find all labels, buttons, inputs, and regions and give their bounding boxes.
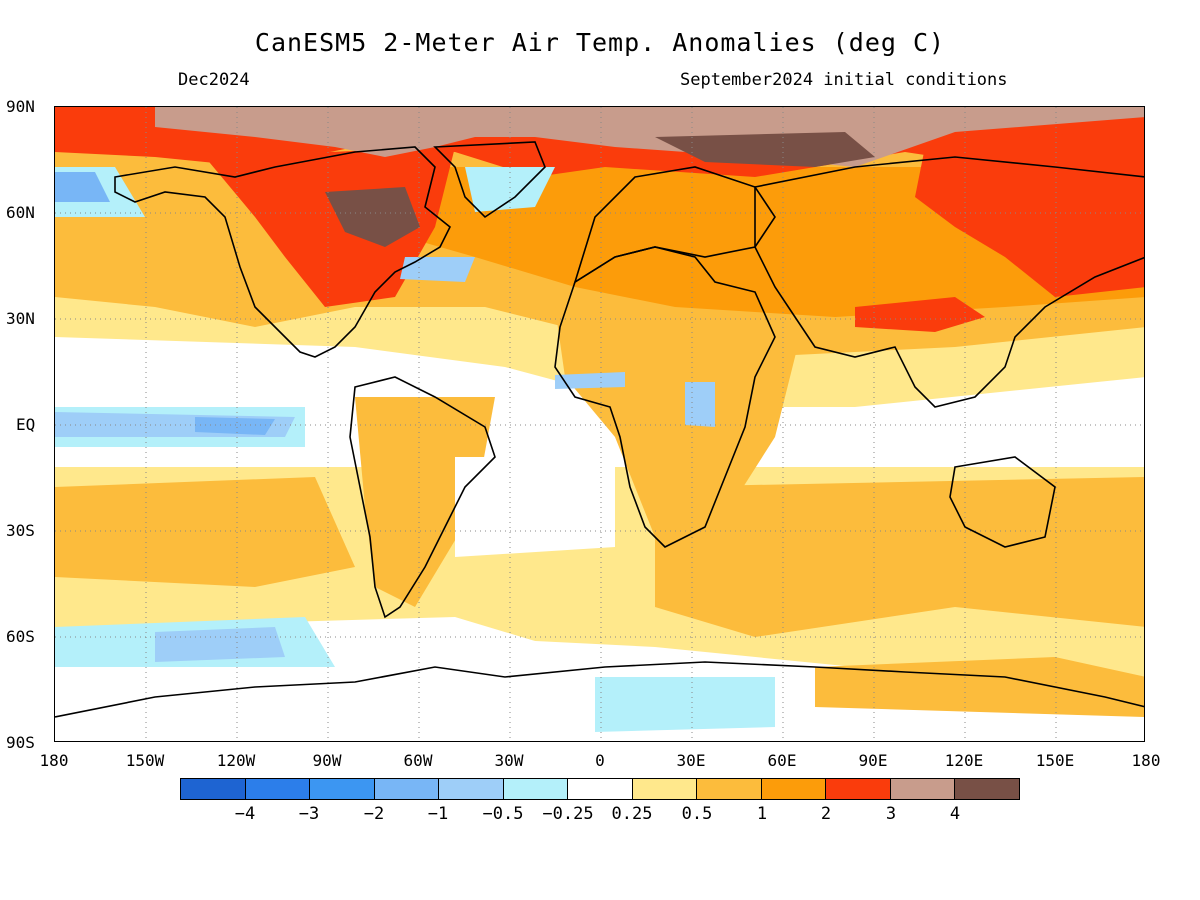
colorbar-label-neg4: −4 bbox=[234, 804, 256, 824]
colorbar-swatch-1 bbox=[245, 779, 311, 799]
colorbar-label-neg0-5: −0.5 bbox=[482, 804, 524, 824]
lon-label-120e: 120E bbox=[944, 751, 984, 770]
colorbar-swatch-12 bbox=[955, 779, 1019, 799]
colorbar-swatch-4 bbox=[439, 779, 504, 799]
lon-label-0: 0 bbox=[595, 751, 605, 770]
colorbar-swatch-6 bbox=[568, 779, 633, 799]
colorbar-label-0-5: 0.5 bbox=[681, 804, 713, 824]
colorbar-label-neg0-25: −0.25 bbox=[542, 804, 594, 824]
lat-label-30n: 30N bbox=[6, 309, 35, 328]
colorbar-label-neg3: −3 bbox=[298, 804, 320, 824]
lat-label-60n: 60N bbox=[6, 203, 35, 222]
lon-label-30e: 30E bbox=[676, 751, 706, 770]
graticule bbox=[55, 107, 1144, 741]
lon-label-60e: 60E bbox=[767, 751, 797, 770]
colorbar-label-3: 3 bbox=[885, 804, 897, 824]
europe-coast bbox=[573, 166, 776, 284]
colorbar-swatch-7 bbox=[632, 779, 698, 799]
init-conditions-label: September2024 initial conditions bbox=[680, 70, 1008, 90]
africa-coast bbox=[554, 246, 776, 548]
lat-label-60s: 60S bbox=[6, 627, 35, 646]
colorbar-swatch-8 bbox=[697, 779, 762, 799]
lon-label-90w: 90W bbox=[312, 751, 342, 770]
colorbar-label-2: 2 bbox=[820, 804, 832, 824]
lat-label-90n: 90N bbox=[6, 97, 35, 116]
anomaly-map-svg bbox=[55, 107, 1144, 741]
map-title: CanESM5 2-Meter Air Temp. Anomalies (deg… bbox=[254, 28, 946, 57]
anomaly-field bbox=[55, 107, 1144, 732]
lon-label-150e: 150E bbox=[1035, 751, 1075, 770]
lon-label-60w: 60W bbox=[403, 751, 433, 770]
lat-label-90s: 90S bbox=[6, 733, 35, 752]
color-bar bbox=[180, 778, 1020, 800]
australia-coast bbox=[949, 456, 1056, 548]
colorbar-label-neg1: −1 bbox=[427, 804, 449, 824]
lon-label-30w: 30W bbox=[494, 751, 524, 770]
lon-label-120w: 120W bbox=[216, 751, 256, 770]
greenland-coast bbox=[433, 141, 546, 219]
north-america-coast bbox=[114, 146, 452, 358]
valid-month-label: Dec2024 bbox=[178, 70, 250, 90]
lat-label-30s: 30S bbox=[6, 521, 35, 540]
lon-label-150w: 150W bbox=[125, 751, 165, 770]
asia-coast bbox=[754, 156, 1144, 408]
lon-label-180w: 180 bbox=[39, 751, 69, 770]
colorbar-swatch-9 bbox=[761, 779, 827, 799]
colorbar-label-0-25: 0.25 bbox=[611, 804, 653, 824]
colorbar-swatch-3 bbox=[374, 779, 440, 799]
colorbar-swatch-10 bbox=[826, 779, 891, 799]
colorbar-swatch-11 bbox=[890, 779, 956, 799]
colorbar-swatch-2 bbox=[310, 779, 375, 799]
colorbar-swatch-0 bbox=[181, 779, 246, 799]
coastlines bbox=[55, 141, 1144, 718]
antarctica-coast bbox=[55, 661, 1144, 718]
colorbar-label-1: 1 bbox=[756, 804, 768, 824]
lon-label-180e: 180 bbox=[1131, 751, 1161, 770]
south-america-coast bbox=[349, 376, 496, 619]
lat-label-eq: EQ bbox=[16, 415, 36, 434]
colorbar-label-4: 4 bbox=[949, 804, 961, 824]
anomaly-map bbox=[54, 106, 1145, 742]
lon-label-90e: 90E bbox=[858, 751, 888, 770]
colorbar-swatch-5 bbox=[503, 779, 569, 799]
colorbar-label-neg2: −2 bbox=[363, 804, 385, 824]
